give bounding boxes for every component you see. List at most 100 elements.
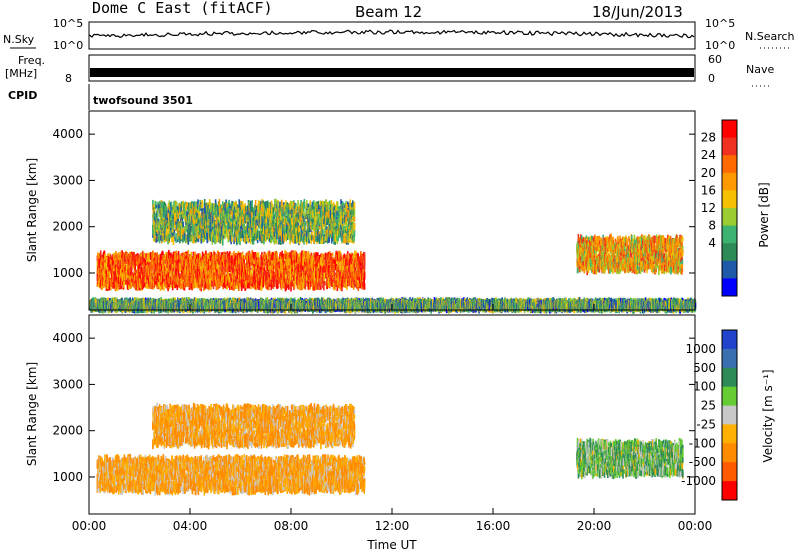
heatmap-cell xyxy=(307,281,310,290)
heatmap-cell xyxy=(291,268,293,275)
heatmap-cell xyxy=(248,261,251,268)
heatmap-cell xyxy=(224,261,227,269)
heatmap-cell xyxy=(356,278,359,287)
heatmap-cell xyxy=(276,251,278,261)
heatmap-cell xyxy=(230,252,232,258)
heatmap-cell xyxy=(162,203,165,207)
heatmap-cell xyxy=(126,274,128,279)
nsky-line xyxy=(89,29,695,39)
heatmap-cell xyxy=(281,263,284,273)
heatmap-cell xyxy=(283,268,285,273)
heatmap-cell xyxy=(230,255,233,265)
heatmap-cell xyxy=(282,253,285,259)
nsky-tick-top: 10^5 xyxy=(53,17,83,30)
heatmap-cell xyxy=(323,253,326,258)
heatmap-cell xyxy=(108,276,110,281)
heatmap-cell xyxy=(345,254,348,258)
heatmap-cell xyxy=(213,251,215,259)
heatmap-cell xyxy=(187,250,190,260)
heatmap-cell xyxy=(337,267,340,278)
heatmap-cell xyxy=(300,273,303,278)
heatmap-cell xyxy=(354,251,356,262)
radar-title: Dome C East (fitACF) xyxy=(92,0,273,17)
heatmap-cell xyxy=(135,261,138,266)
nave-tick-top: 60 xyxy=(708,53,722,66)
heatmap-cell xyxy=(123,270,126,280)
heatmap-cell xyxy=(115,277,118,281)
heatmap-cell xyxy=(150,266,152,276)
heatmap-cell xyxy=(293,259,296,264)
heatmap-cell xyxy=(317,265,320,274)
heatmap-cell xyxy=(243,255,246,260)
heatmap-cell xyxy=(285,261,288,266)
heatmap-cell xyxy=(226,251,229,259)
heatmap-cell xyxy=(133,252,135,260)
heatmap-cell xyxy=(183,270,185,279)
heatmap-cell xyxy=(203,270,206,280)
heatmap-cell xyxy=(315,262,317,268)
heatmap-cell xyxy=(128,254,130,263)
heatmap-cell xyxy=(170,253,172,260)
heatmap-cell xyxy=(240,269,243,278)
heatmap-cell xyxy=(153,228,156,237)
heatmap-cell xyxy=(283,281,286,289)
heatmap-cell xyxy=(164,226,167,234)
heatmap-cell xyxy=(222,256,225,263)
heatmap-cell xyxy=(146,283,149,289)
heatmap-cell xyxy=(240,281,243,291)
heatmap-cell xyxy=(271,262,274,266)
heatmap-cell xyxy=(146,265,148,271)
heatmap-cell xyxy=(230,261,233,271)
heatmap-cell xyxy=(323,268,325,278)
heatmap-cell xyxy=(289,252,291,259)
heatmap-cell xyxy=(267,251,269,261)
heatmap-cell xyxy=(190,251,192,260)
heatmap-cell xyxy=(224,266,227,272)
heatmap-cell xyxy=(235,276,237,286)
freq-trace xyxy=(90,68,694,77)
heatmap-cell xyxy=(164,273,166,278)
heatmap-cell xyxy=(330,272,332,276)
nsky-trace xyxy=(89,29,695,39)
heatmap-cell xyxy=(344,265,346,275)
heatmap-cell xyxy=(131,272,134,277)
heatmap-cell xyxy=(359,275,361,284)
heatmap-cell xyxy=(301,257,303,266)
heatmap-cell xyxy=(109,263,112,268)
heatmap-cell xyxy=(168,249,170,260)
heatmap-cell xyxy=(360,260,362,266)
heatmap-cell xyxy=(317,260,320,269)
heatmap-cell xyxy=(284,261,286,265)
heatmap-cell xyxy=(163,281,165,291)
heatmap-cell xyxy=(130,272,132,277)
heatmap-cell xyxy=(323,280,325,291)
heatmap-cell xyxy=(257,263,260,268)
nsearch-label: N.Search xyxy=(745,30,795,43)
heatmap-cell xyxy=(120,275,122,281)
heatmap-cell xyxy=(338,260,340,266)
heatmap-cell xyxy=(166,253,168,258)
heatmap-cell xyxy=(297,253,300,260)
heatmap-cell xyxy=(291,274,294,281)
heatmap-cell xyxy=(158,254,160,259)
heatmap-cell xyxy=(158,225,160,232)
heatmap-cell xyxy=(292,274,294,278)
heatmap-cell xyxy=(349,274,352,279)
heatmap-cell xyxy=(241,282,243,287)
heatmap-cell xyxy=(105,263,108,270)
heatmap-cell xyxy=(163,278,166,284)
heatmap-cell xyxy=(289,268,292,273)
heatmap-cell xyxy=(192,276,195,283)
heatmap-cell xyxy=(216,266,218,270)
heatmap-cell xyxy=(261,278,263,287)
heatmap-cell xyxy=(317,252,319,259)
heatmap-cell xyxy=(166,222,169,229)
heatmap-cell xyxy=(115,269,117,277)
heatmap-cell xyxy=(196,272,199,282)
heatmap-cell xyxy=(170,258,173,265)
heatmap-cell xyxy=(124,261,126,269)
heatmap-cell xyxy=(277,279,279,289)
nsearch-tick-bottom: 10^0 xyxy=(705,39,735,52)
heatmap-cell xyxy=(309,277,312,287)
heatmap-cell xyxy=(229,273,231,279)
